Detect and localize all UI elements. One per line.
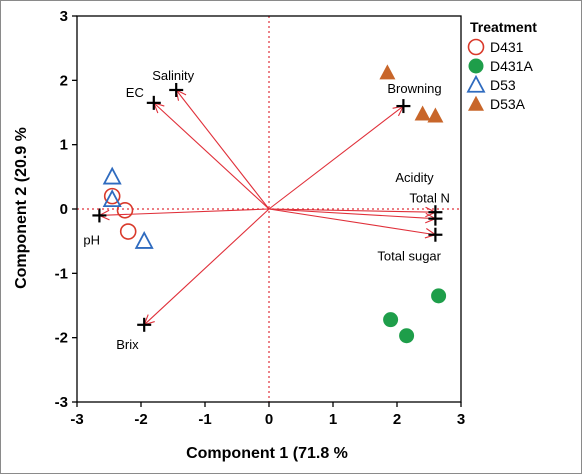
x-tick-label: 1 (329, 411, 337, 428)
loading-label: Brix (116, 337, 139, 352)
x-tick-label: -1 (198, 411, 211, 428)
data-point-d431a (383, 312, 399, 328)
loading-label: pH (83, 232, 100, 247)
y-tick-label: -3 (55, 394, 68, 411)
loading-vector (268, 208, 436, 220)
loading-label: Total N (409, 191, 449, 206)
data-point-d431a (399, 328, 415, 344)
axes-layer: -3 -2 -1 0 1 2 3 -3 -2 -1 0 1 2 3 (55, 8, 466, 428)
loading-vector (153, 102, 270, 210)
legend-marker (468, 95, 484, 111)
points-layer (102, 64, 447, 344)
loading-label: Salinity (152, 68, 194, 83)
y-tick-label: -1 (55, 265, 68, 282)
data-point-d53 (134, 231, 154, 249)
legend-label: D431A (490, 58, 533, 74)
y-axis-title: Component 2 (20.9 % (13, 127, 30, 289)
legend-marker (468, 58, 484, 74)
data-point-d431 (103, 187, 121, 205)
legend-title: Treatment (470, 19, 537, 35)
legend-label: D53A (490, 96, 526, 112)
loading-vector (99, 208, 270, 216)
loading-vector (143, 208, 270, 326)
loading-label: Acidity (395, 170, 434, 185)
y-tick-label: -2 (55, 330, 68, 347)
loading-vector (268, 208, 436, 213)
loading-vector (268, 105, 404, 210)
x-tick-label: 3 (457, 411, 465, 428)
loading-vector (175, 89, 270, 210)
y-tick-label: 2 (60, 72, 68, 89)
legend-marker (467, 38, 485, 56)
data-point-d431 (116, 201, 134, 219)
y-tick-label: 0 (60, 201, 68, 218)
y-tick-label: 3 (60, 8, 68, 25)
data-point-d53a (414, 105, 431, 121)
x-tick-label: -3 (70, 411, 83, 428)
x-axis-title: Component 1 (71.8 % (186, 445, 348, 462)
data-point-d431 (119, 223, 137, 240)
x-tick-label: 2 (393, 411, 401, 428)
loading-vector (268, 208, 436, 236)
legend-marker (466, 74, 486, 93)
loading-label: Total sugar (377, 249, 441, 264)
loadings-layer: Salinity EC Browning Acidity Total N Total su… (83, 68, 449, 352)
loading-label: EC (126, 85, 144, 100)
loading-label: Browning (387, 81, 441, 96)
data-point-d53 (102, 189, 122, 208)
x-tick-label: -2 (134, 411, 147, 428)
x-tick-label: 0 (265, 411, 273, 428)
data-point-d53a (427, 107, 444, 123)
data-point-d431a (431, 288, 447, 304)
y-tick-label: 1 (60, 137, 68, 154)
legend-label: D53 (490, 77, 516, 93)
data-point-d53 (102, 166, 122, 185)
data-point-d53a (379, 64, 396, 80)
legend-label: D431 (490, 39, 524, 55)
legend-layer: D431 D431A D53 D53A (466, 38, 533, 112)
